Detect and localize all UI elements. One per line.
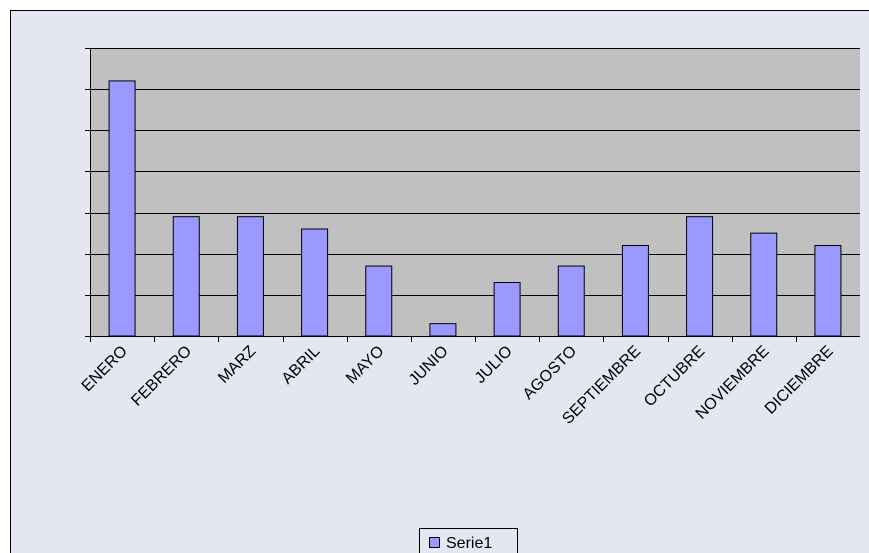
bar: [108, 80, 136, 337]
bar: [686, 216, 714, 337]
bar: [750, 232, 778, 337]
plot-area: [90, 48, 860, 336]
bar: [429, 323, 457, 337]
bar: [365, 265, 393, 337]
bar: [621, 244, 649, 337]
bar: [557, 265, 585, 337]
bar: [236, 216, 264, 337]
bar: [301, 228, 329, 337]
bar: [172, 216, 200, 337]
legend-swatch: [429, 537, 440, 548]
bar: [814, 244, 842, 337]
bar: [493, 282, 521, 337]
legend-label: Serie1: [446, 535, 492, 552]
